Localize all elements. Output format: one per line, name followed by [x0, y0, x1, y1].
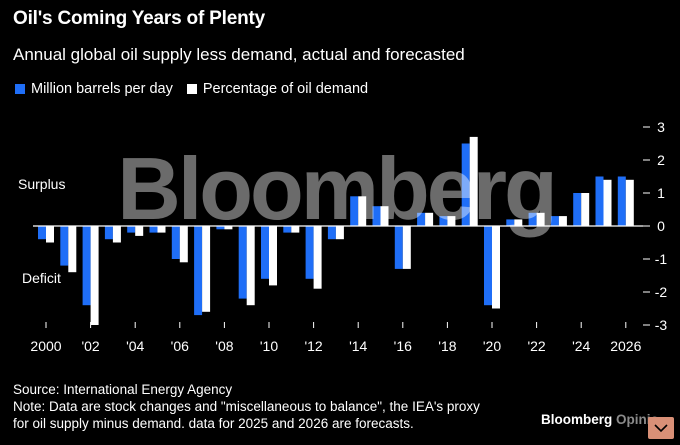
x-tick-label-2006: '06: [171, 338, 189, 354]
bar-mbpd-2000: [38, 226, 46, 240]
bar-mbpd-2001: [60, 226, 69, 266]
note-line-2: for oil supply minus demand. data for 20…: [13, 416, 414, 431]
x-tick-label-2002: '02: [81, 338, 99, 354]
x-tick-label-2000: 2000: [30, 338, 61, 354]
bar-mbpd-2003: [104, 226, 113, 240]
bar-pct-2009: [246, 226, 255, 306]
bloomberg-watermark: Bloomberg: [117, 139, 554, 238]
bar-pct-2021: [514, 219, 523, 226]
x-tick-label-2026: 2026: [610, 338, 641, 354]
bar-mbpd-2007: [194, 226, 203, 316]
bar-mbpd-2012: [305, 226, 314, 279]
bar-mbpd-2016: [394, 226, 403, 269]
bar-pct-2020: [492, 226, 500, 309]
bars-group: [38, 136, 634, 325]
bar-pct-2006: [179, 226, 188, 263]
bar-mbpd-2002: [82, 226, 91, 306]
brand-name: Bloomberg: [541, 412, 613, 427]
x-tick-label-2024: '24: [572, 338, 590, 354]
bar-mbpd-2024: [573, 193, 582, 226]
note-line-1: Note: Data are stock changes and "miscel…: [13, 399, 480, 414]
bar-pct-2007: [202, 226, 211, 312]
legend-item-pct: Percentage of oil demand: [186, 81, 369, 97]
x-tick-label-2014: '14: [349, 338, 367, 354]
y-tick-label-1: 1: [657, 185, 665, 201]
x-tick-label-2018: '18: [438, 338, 456, 354]
bar-pct-2014: [358, 196, 367, 226]
surplus-label: Surplus: [18, 176, 65, 192]
bar-mbpd-2023: [550, 216, 559, 226]
bar-pct-2016: [402, 226, 411, 269]
bar-mbpd-2025: [595, 176, 604, 226]
footer-notes: Source: International Energy Agency Note…: [13, 381, 480, 432]
bar-pct-2002: [90, 226, 99, 325]
bar-pct-2011: [291, 226, 300, 233]
bar-pct-2008: [224, 226, 233, 230]
x-tick-label-2016: '16: [394, 338, 412, 354]
y-tick-label-0: 0: [657, 218, 665, 234]
bloomberg-opinion-logo: Bloomberg Opinio: [541, 412, 659, 427]
bar-pct-2004: [135, 226, 144, 236]
y-axis: 3 2 1 0 -1 -2 -3: [643, 119, 667, 333]
bar-pct-2010: [269, 226, 277, 286]
bar-mbpd-2015: [372, 206, 381, 226]
y-tick-label--1: -1: [655, 251, 668, 267]
y-tick-label--3: -3: [655, 317, 668, 333]
bar-mbpd-2026: [617, 176, 626, 226]
bar-pct-2013: [335, 226, 344, 240]
bar-mbpd-2004: [127, 226, 136, 233]
legend-swatch-blue: [15, 84, 25, 94]
bar-pct-2015: [380, 206, 389, 226]
bar-mbpd-2021: [506, 219, 515, 226]
bar-mbpd-2008: [216, 226, 225, 230]
y-tick-label-2: 2: [657, 152, 665, 168]
bar-pct-2017: [425, 212, 434, 226]
bar-mbpd-2005: [149, 226, 158, 233]
chart-title: Oil's Coming Years of Plenty: [13, 8, 265, 29]
bar-mbpd-2017: [417, 212, 426, 226]
x-tick-label-2020: '20: [483, 338, 501, 354]
x-tick-label-2010: '10: [260, 338, 278, 354]
source-text: Source: International Energy Agency: [13, 382, 233, 397]
chart-subtitle: Annual global oil supply less demand, ac…: [13, 45, 465, 64]
deficit-label: Deficit: [22, 270, 61, 286]
bar-mbpd-2006: [171, 226, 180, 259]
legend-item-mbpd: Million barrels per day: [15, 81, 173, 97]
bar-pct-2024: [581, 193, 590, 226]
bar-pct-2001: [68, 226, 77, 273]
legend-label-mbpd: Million barrels per day: [31, 81, 173, 97]
bar-mbpd-2011: [283, 226, 292, 233]
bar-mbpd-2022: [528, 212, 537, 226]
legend: Million barrels per day Percentage of oi…: [15, 81, 382, 97]
bar-pct-2000: [46, 226, 54, 243]
x-tick-label-2012: '12: [304, 338, 322, 354]
legend-swatch-white: [186, 84, 197, 94]
bar-mbpd-2020: [484, 226, 492, 306]
bar-mbpd-2019: [461, 143, 470, 226]
bar-pct-2025: [603, 179, 612, 226]
x-tick-label-2004: '04: [126, 338, 144, 354]
x-tick-label-2022: '22: [527, 338, 545, 354]
chart-area: Bloomberg Surplus Deficit 2000 '02 '04 '06 '…: [18, 119, 667, 354]
y-tick-label--2: -2: [655, 284, 668, 300]
y-tick-label-3: 3: [657, 119, 665, 135]
bar-mbpd-2009: [238, 226, 247, 299]
bar-mbpd-2010: [261, 226, 269, 279]
bar-mbpd-2018: [439, 216, 448, 226]
bar-mbpd-2013: [327, 226, 336, 240]
bar-pct-2022: [536, 212, 545, 226]
bar-mbpd-2014: [350, 196, 359, 226]
corner-badge-icon: [648, 417, 674, 439]
bar-pct-2023: [558, 216, 567, 226]
x-tick-label-2008: '08: [215, 338, 233, 354]
bar-pct-2019: [469, 136, 478, 226]
bar-pct-2018: [447, 216, 456, 226]
bar-pct-2003: [112, 226, 121, 243]
bar-pct-2026: [625, 179, 634, 226]
bar-pct-2012: [313, 226, 322, 289]
bar-pct-2005: [157, 226, 166, 233]
x-axis: 2000 '02 '04 '06 '08 '10 '12 '14 '16 '18 '20 '22 '24…: [30, 322, 642, 354]
legend-label-pct: Percentage of oil demand: [202, 81, 369, 97]
